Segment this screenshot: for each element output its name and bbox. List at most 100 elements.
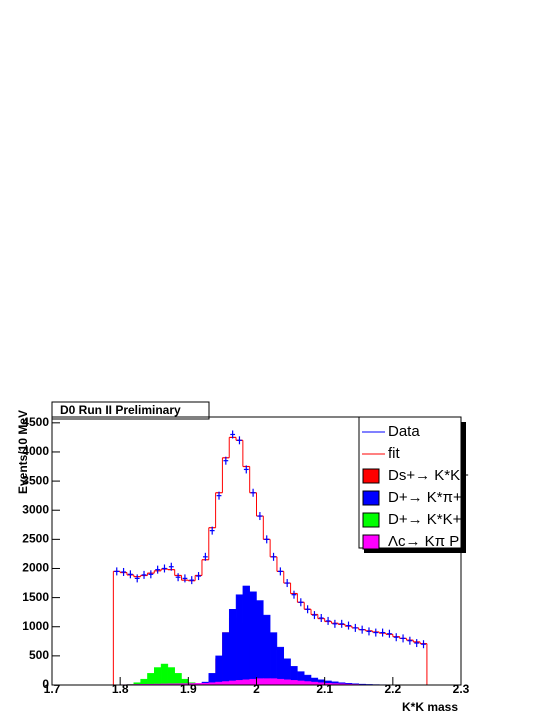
legend-swatch [362, 534, 380, 550]
data-point [182, 574, 188, 583]
y-axis-label: Events/10 MeV [16, 410, 30, 494]
data-point [291, 590, 297, 599]
legend-swatch [362, 512, 380, 528]
bar [263, 614, 271, 686]
data-point [407, 636, 413, 645]
data-point [421, 640, 426, 649]
bar [249, 591, 257, 686]
data-point [230, 430, 236, 439]
data-point [196, 572, 201, 581]
data-point [346, 621, 351, 630]
y-tick-label: 4500 [22, 415, 49, 429]
data-point [189, 576, 195, 585]
legend-label: Λc→ Kπ P [388, 533, 459, 550]
bar [222, 681, 230, 686]
data-point [168, 562, 174, 571]
data-point [325, 616, 331, 625]
data-point [223, 456, 229, 465]
y-tick-label: 1500 [22, 590, 49, 604]
x-axis-label: K*K mass [402, 700, 458, 714]
bar [256, 600, 264, 686]
data-point [155, 565, 161, 574]
data-point [127, 570, 133, 579]
legend-label: Data [388, 423, 420, 440]
data-point [373, 628, 379, 637]
x-tick-label: 2.1 [316, 682, 333, 696]
bar [297, 680, 305, 686]
data-point [114, 567, 120, 576]
data-point [257, 512, 263, 521]
data-point [237, 436, 242, 445]
data-point [332, 619, 338, 628]
bar [228, 609, 237, 686]
bar [235, 594, 244, 686]
legend-label: D+→ K*K+ [388, 511, 462, 528]
y-tick-label: 500 [29, 648, 49, 662]
title-box [51, 401, 210, 420]
data-point [202, 552, 208, 561]
legend-label: fit [388, 445, 401, 462]
data-point [359, 625, 365, 634]
data-point [121, 567, 126, 576]
data-point [318, 614, 324, 622]
x-tick-label: 1.8 [112, 682, 129, 696]
bar [263, 678, 271, 686]
y-tick-label: 4000 [22, 444, 49, 458]
bar [228, 680, 237, 686]
legend-entries: Data fit Ds+→ K*K+ D+→ K*π+ D+→ K*K+ Λc→ Kπ P [362, 423, 469, 550]
bar [276, 678, 285, 686]
y-tick-label: 3500 [22, 473, 49, 487]
bar [290, 680, 298, 686]
x-tick-label: 2.2 [384, 682, 401, 696]
data-point [277, 567, 283, 576]
bar [222, 632, 230, 686]
bar [269, 678, 278, 686]
data-point [134, 574, 140, 583]
data-point [400, 634, 406, 643]
bar [283, 679, 291, 686]
bar [235, 680, 244, 686]
bar [242, 585, 250, 686]
data-point [305, 605, 311, 614]
data-point [175, 573, 181, 582]
data-point [250, 488, 256, 497]
data-point [148, 570, 154, 579]
data-point [387, 629, 392, 638]
data-point [352, 623, 358, 632]
x-tick-label: 2 [253, 682, 260, 696]
y-tick-label: 2000 [22, 561, 49, 575]
data-point [298, 598, 304, 607]
x-tick-label: 2.3 [453, 682, 470, 696]
y-tick-label: 0 [42, 677, 49, 691]
data-point [414, 639, 420, 648]
data-point [271, 552, 276, 561]
x-tick-label: 1.7 [44, 682, 61, 696]
data-point [312, 611, 317, 620]
data-point [366, 627, 372, 636]
y-tick-label: 1000 [22, 619, 49, 633]
bar [303, 681, 312, 686]
data-point [393, 633, 399, 642]
legend-label: Ds+→ K*K+ [388, 467, 469, 484]
y-tick-label: 2500 [22, 532, 49, 546]
y-tick-label: 3000 [22, 502, 49, 516]
data-point [209, 526, 215, 535]
bar [154, 667, 162, 686]
bar [160, 663, 169, 686]
data-point [380, 628, 386, 637]
data-point [284, 579, 290, 588]
data-point [162, 564, 167, 573]
chart-title: D0 Run II Preliminary [60, 403, 181, 417]
bar [147, 673, 155, 686]
legend-swatch [362, 490, 380, 506]
bar [215, 655, 223, 686]
data-point [141, 570, 147, 579]
bar [269, 632, 278, 686]
bar [242, 679, 250, 686]
legend-label: D+→ K*π+ [388, 489, 462, 506]
bar [167, 667, 175, 686]
data-point [339, 619, 345, 628]
data-point [264, 535, 270, 544]
legend-swatch [362, 468, 380, 484]
